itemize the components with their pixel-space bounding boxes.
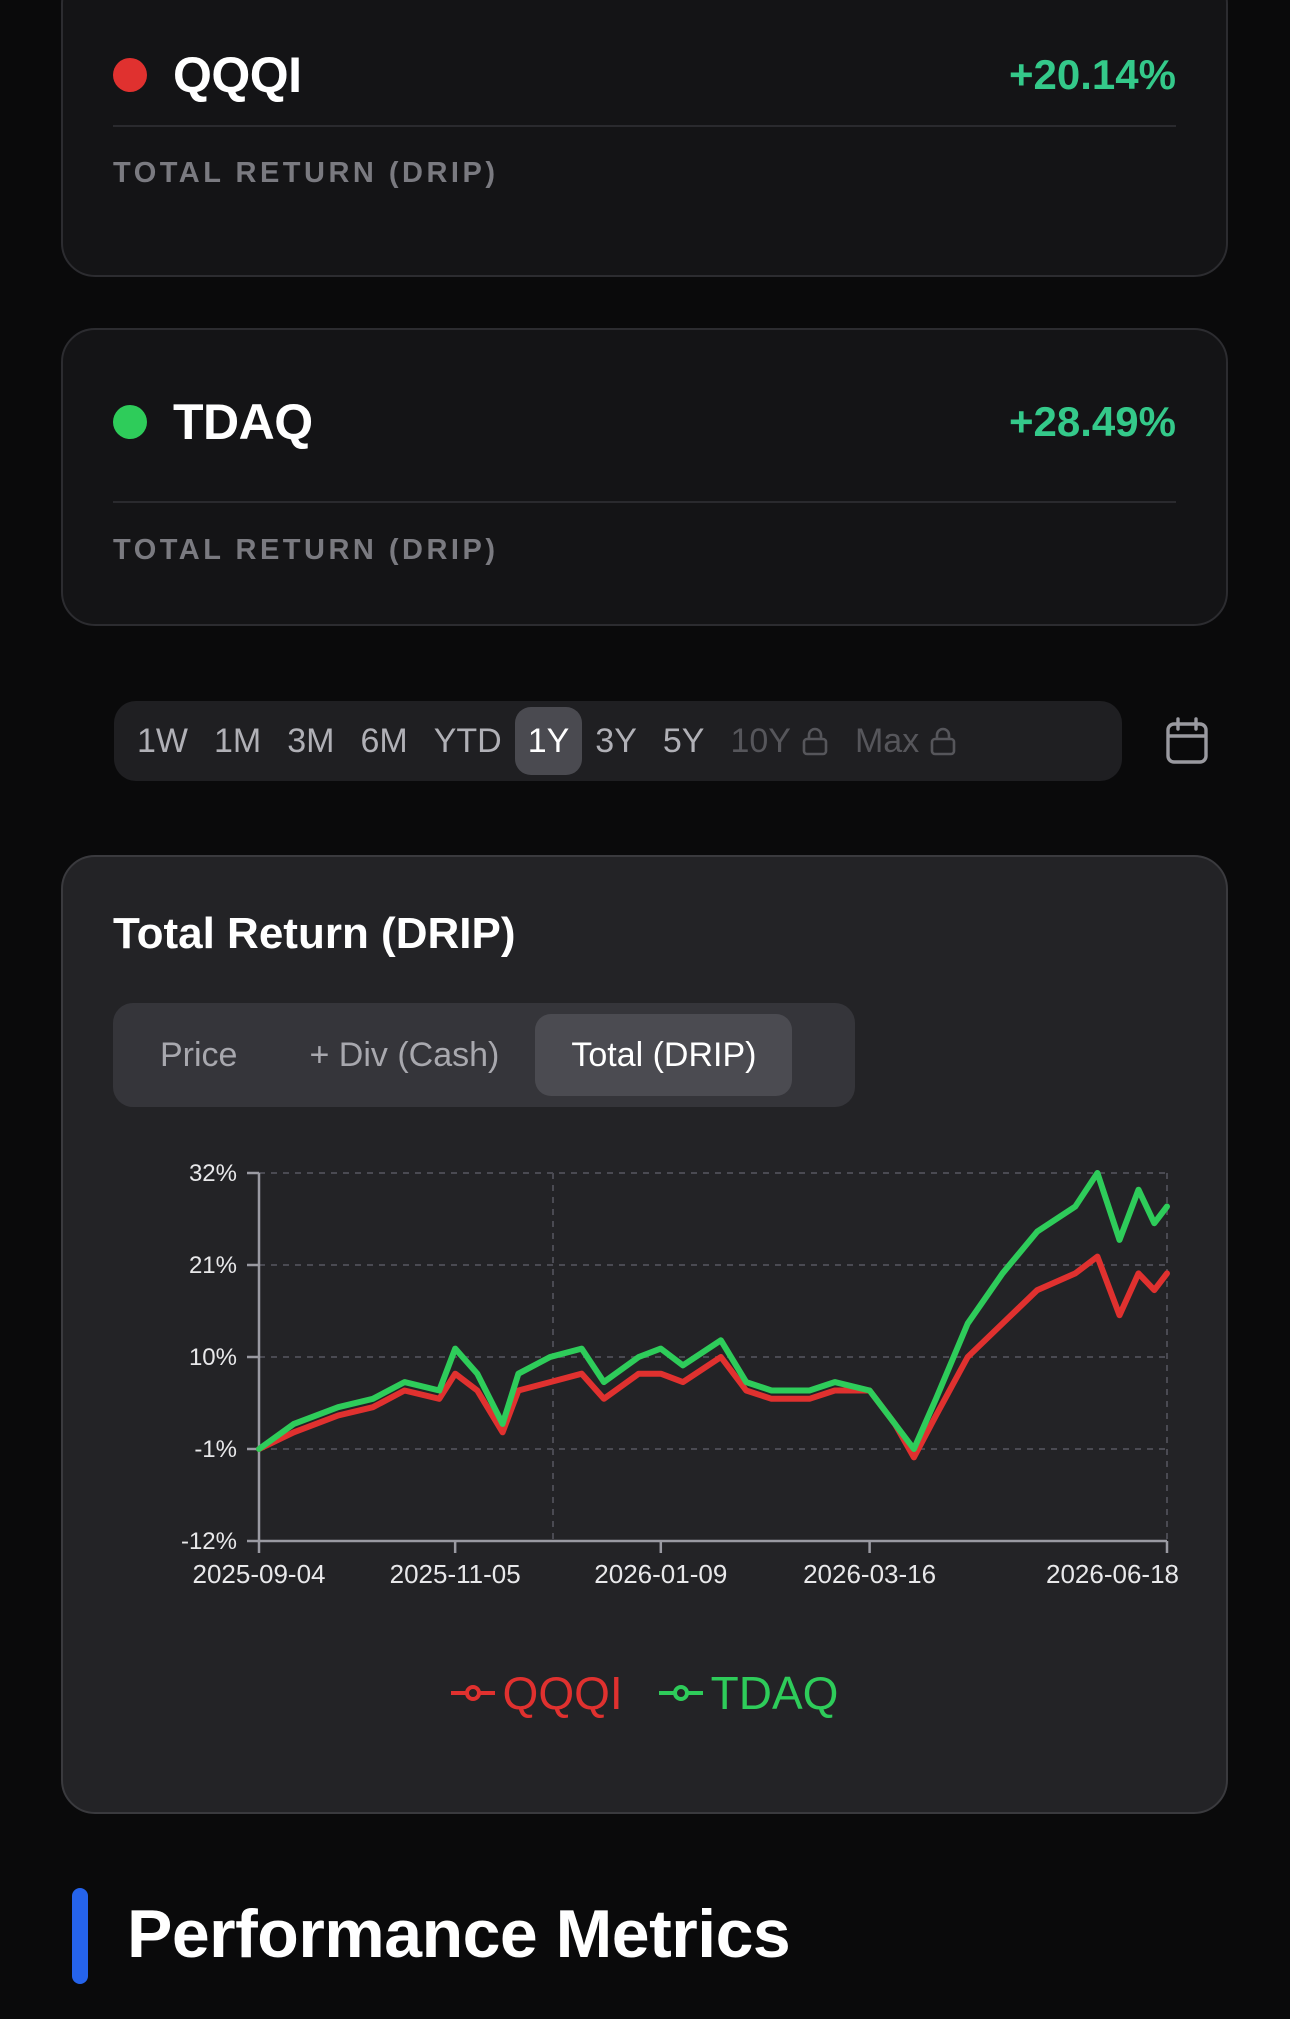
return-percent: +28.49% [1009,398,1176,445]
range-label: 3Y [595,721,637,760]
range-label: 3M [287,721,335,760]
x-tick-label: 2026-03-16 [803,1559,936,1589]
mode-total-drip-button[interactable]: Total (DRIP) [535,1014,793,1096]
range-3m-button[interactable]: 3M [274,707,347,775]
section-title: Performance Metrics [127,1896,791,1972]
chart-card: Total Return (DRIP) Price + Div (Cash) T… [61,855,1228,1814]
ticker-symbol: TDAQ [173,394,313,450]
series-line-tdaq [256,1170,1170,1452]
x-tick-label: 2026-06-18 [1046,1559,1179,1589]
range-1m-button[interactable]: 1M [201,707,274,775]
lock-icon [930,727,956,756]
range-label: YTD [433,721,502,760]
metric-label: TOTAL RETURN (DRIP) [113,157,499,189]
chart-legend: QQQI TDAQ [63,1666,1226,1720]
legend-line-marker-icon [658,1685,703,1701]
metric-label: TOTAL RETURN (DRIP) [113,534,499,566]
time-range-selector: 1W 1M 3M 6M YTD 1Y 3Y 5Y 10Y Max [114,701,1122,781]
y-tick-label: 32% [189,1160,237,1187]
mode-div-cash-button[interactable]: + Div (Cash) [309,1035,500,1074]
range-label: 1M [214,721,262,760]
return-percent: +20.14% [1009,51,1176,98]
ticker-symbol: QQQI [173,47,302,103]
range-label: 6M [360,721,408,760]
series-color-dot [113,58,147,92]
legend-label: QQQI [502,1667,623,1719]
total-return-chart[interactable]: 32% 21% 10% -1% -12% 2025-09-04 2025-11-05 2026… [63,857,1230,1816]
series-line-qqqi [256,1253,1170,1461]
range-10y-button[interactable]: 10Y [717,707,842,775]
return-mode-toggle: Price + Div (Cash) Total (DRIP) [113,1003,855,1107]
x-tick-label: 2025-11-05 [390,1559,521,1589]
legend-line-marker-icon [450,1685,495,1701]
calendar-icon[interactable] [1164,716,1210,766]
legend-label: TDAQ [710,1667,839,1719]
range-label: 5Y [662,721,705,760]
ticker-card-qqqi[interactable]: QQQI +20.14% TOTAL RETURN (DRIP) [61,0,1228,277]
y-tick-label: -12% [181,1528,237,1555]
legend-item-tdaq[interactable]: TDAQ [658,1666,839,1720]
y-tick-label: 21% [189,1252,237,1279]
range-label: 10Y [730,721,791,760]
series-color-dot [113,405,147,439]
range-3y-button[interactable]: 3Y [582,707,650,775]
divider [113,125,1176,127]
range-1w-button[interactable]: 1W [124,707,201,775]
range-1y-button[interactable]: 1Y [514,707,583,775]
section-accent-bar [72,1888,88,1984]
range-ytd-button[interactable]: YTD [421,707,515,775]
y-tick-label: 10% [189,1344,237,1371]
lock-icon [802,727,828,756]
range-label: 1Y [527,721,570,760]
x-tick-label: 2025-09-04 [193,1559,326,1589]
range-6m-button[interactable]: 6M [347,707,420,775]
range-5y-button[interactable]: 5Y [650,707,718,775]
mode-price-button[interactable]: Price [160,1035,238,1074]
chart-title: Total Return (DRIP) [113,909,516,958]
legend-item-qqqi[interactable]: QQQI [450,1666,623,1720]
range-label: Max [854,721,920,760]
y-tick-label: -1% [194,1436,237,1463]
ticker-card-tdaq[interactable]: TDAQ +28.49% TOTAL RETURN (DRIP) [61,328,1228,626]
range-label: 1W [137,721,188,760]
range-max-button[interactable]: Max [842,707,970,775]
x-tick-label: 2026-01-09 [594,1559,727,1589]
divider [113,501,1176,503]
